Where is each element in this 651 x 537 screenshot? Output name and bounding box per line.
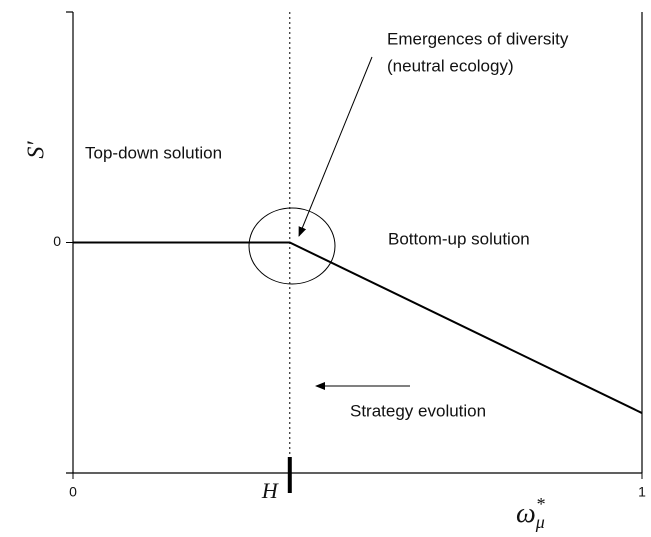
annotation: Bottom-up solution xyxy=(388,229,530,248)
annotation: Emergences of diversity xyxy=(387,29,569,48)
annotation: Strategy evolution xyxy=(350,401,486,420)
x-label-sup: * xyxy=(536,494,545,514)
x-label-base: ω xyxy=(516,498,536,529)
x-tick-label: 1 xyxy=(638,484,646,500)
x-tick-label: 0 xyxy=(69,484,77,500)
y-axis-label: S′ xyxy=(24,141,50,159)
y-tick-label: 0 xyxy=(53,233,61,249)
h-label: H xyxy=(261,478,279,503)
annotation: (neutral ecology) xyxy=(387,56,514,75)
x-axis-label: ω* μ xyxy=(516,494,545,532)
annotation: Top-down solution xyxy=(85,143,222,162)
x-label-sub: μ xyxy=(535,512,545,532)
highlight-circle xyxy=(248,207,336,285)
pointer-arrow xyxy=(298,56,373,237)
line xyxy=(73,241,643,414)
